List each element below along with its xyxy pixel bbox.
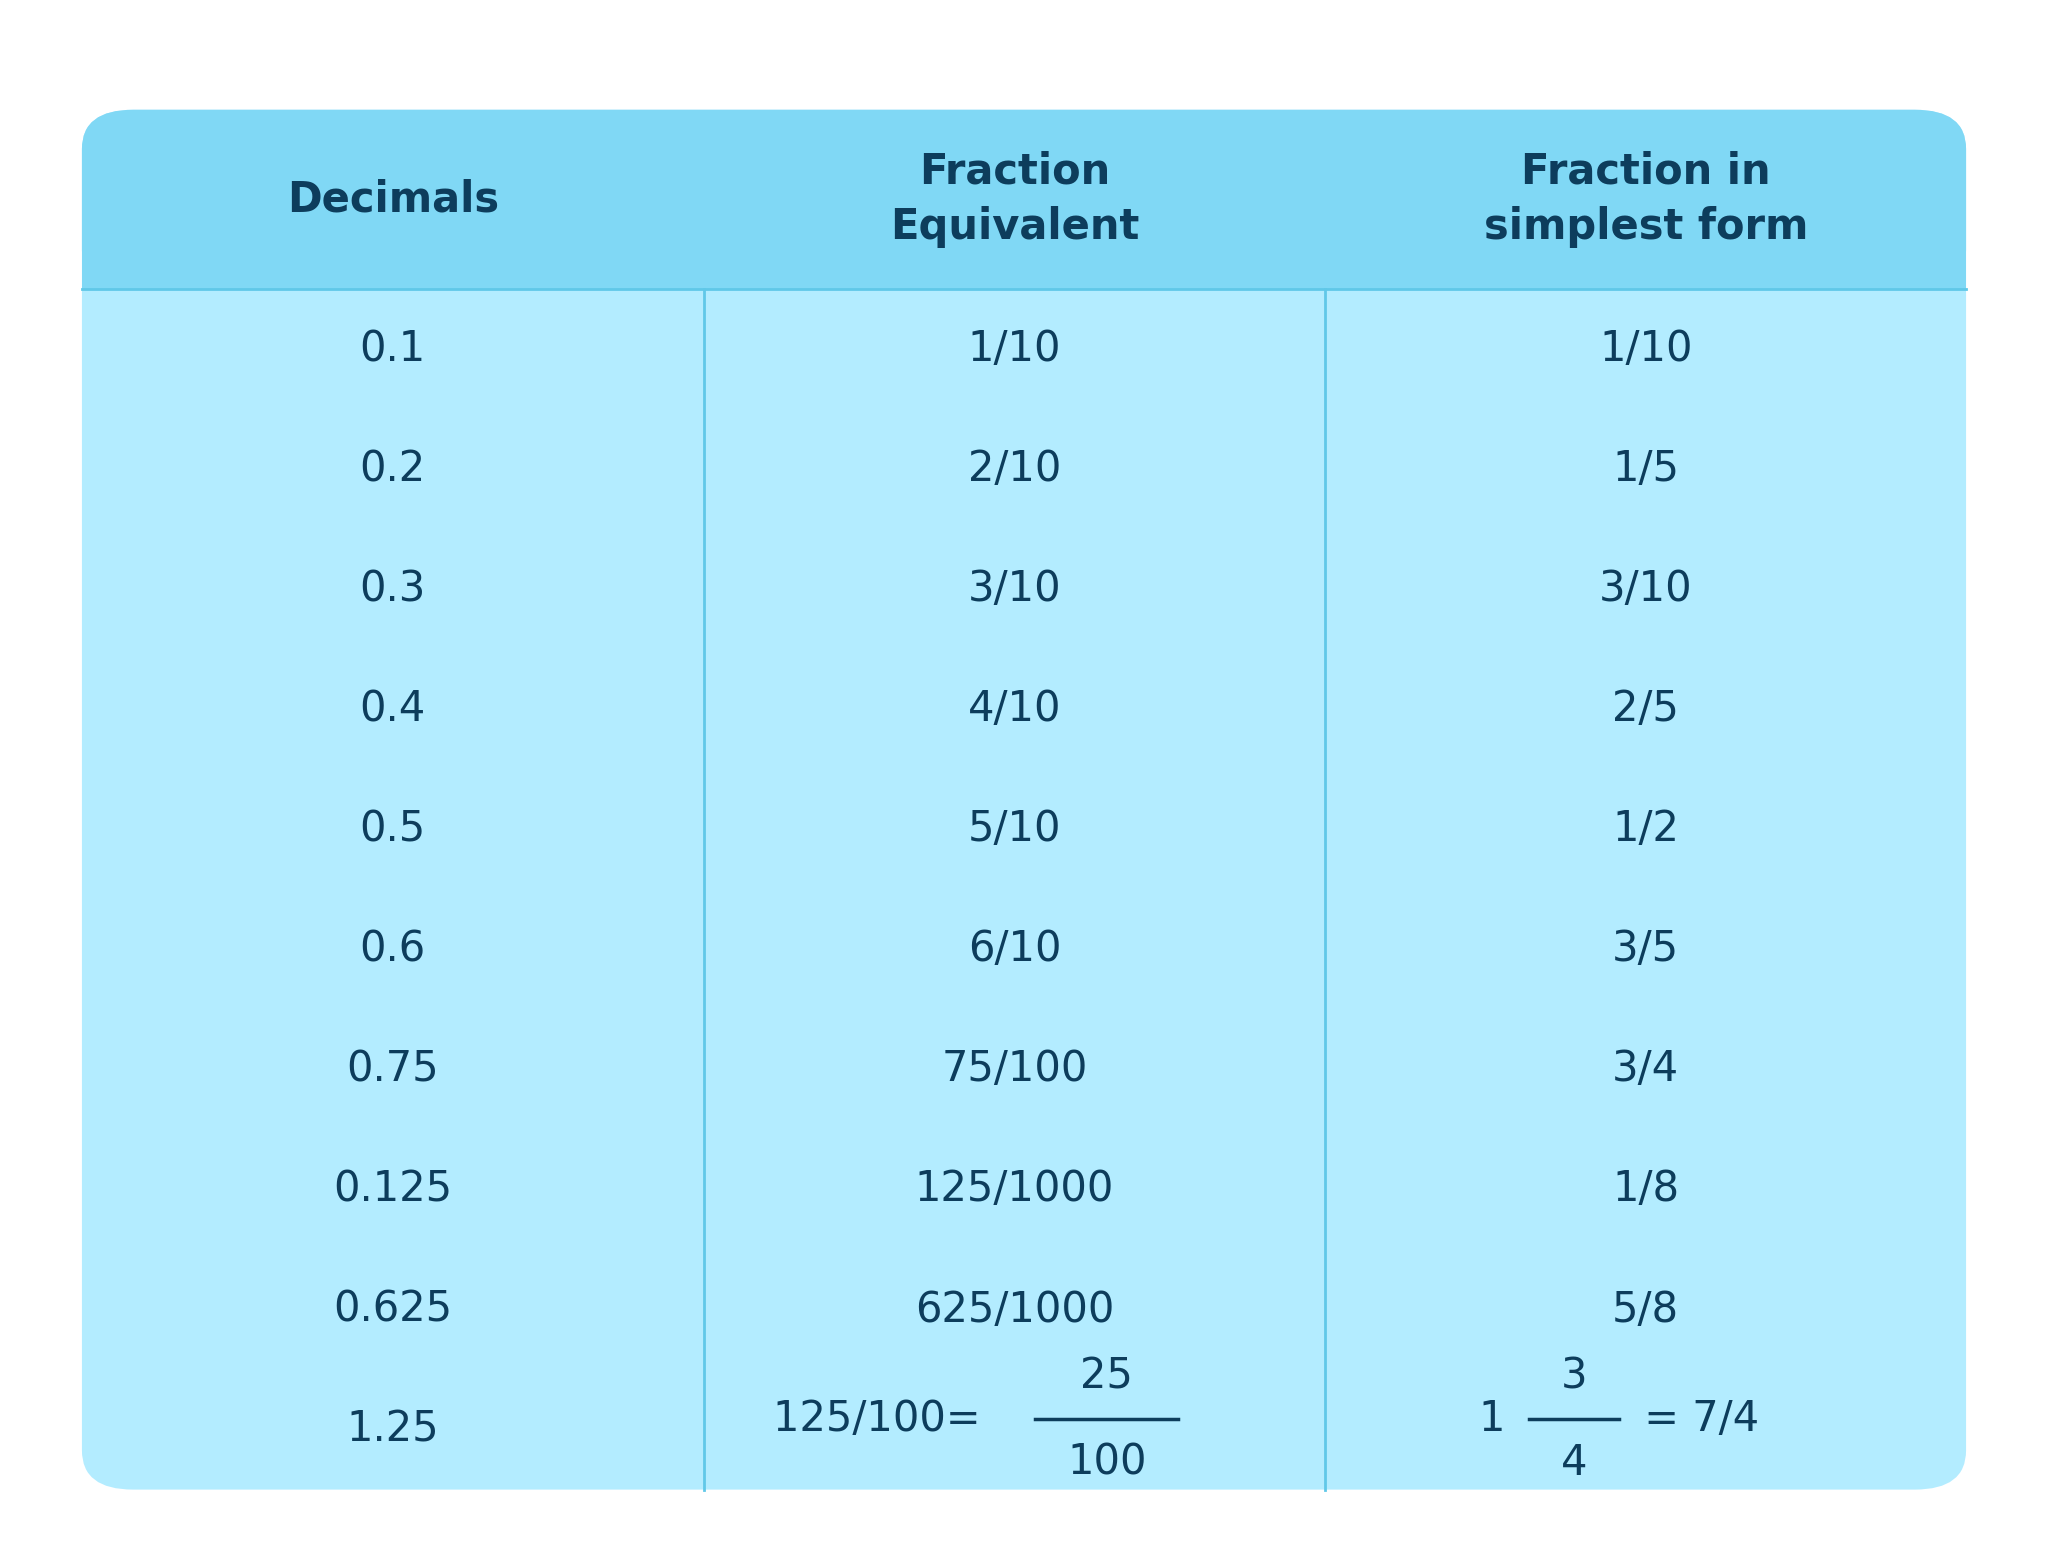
Text: 3/10: 3/10	[1599, 568, 1692, 610]
Text: 3/10: 3/10	[969, 568, 1061, 610]
Text: 75/100: 75/100	[942, 1049, 1087, 1090]
Text: 2/5: 2/5	[1612, 688, 1679, 731]
Text: 1/10: 1/10	[969, 328, 1061, 370]
Text: 3/4: 3/4	[1612, 1049, 1679, 1090]
Text: 1: 1	[1479, 1397, 1505, 1439]
Text: 0.75: 0.75	[346, 1049, 438, 1090]
Text: = 7/4: = 7/4	[1632, 1397, 1759, 1439]
Text: 125/1000: 125/1000	[915, 1168, 1114, 1210]
Text: 0.3: 0.3	[360, 568, 426, 610]
Text: 100: 100	[1067, 1441, 1147, 1483]
Text: 4: 4	[1561, 1441, 1587, 1483]
Text: Fraction
Equivalent: Fraction Equivalent	[891, 151, 1139, 248]
Text: 0.4: 0.4	[360, 688, 426, 731]
Text: 0.6: 0.6	[360, 928, 426, 971]
FancyBboxPatch shape	[82, 110, 1966, 289]
Text: 1.25: 1.25	[346, 1408, 438, 1450]
Text: 1/5: 1/5	[1612, 448, 1679, 491]
Text: 0.2: 0.2	[360, 448, 426, 491]
Text: 125/100=: 125/100=	[774, 1397, 993, 1439]
Text: 4/10: 4/10	[969, 688, 1061, 731]
Text: 0.625: 0.625	[334, 1289, 453, 1331]
Text: 0.1: 0.1	[360, 328, 426, 370]
Text: 5/10: 5/10	[969, 809, 1061, 850]
Text: Fraction in
simplest form: Fraction in simplest form	[1483, 151, 1808, 248]
Text: 1/8: 1/8	[1612, 1168, 1679, 1210]
Bar	[82, 209, 1966, 289]
Text: 2/10: 2/10	[969, 448, 1061, 491]
Text: 0.5: 0.5	[360, 809, 426, 850]
Text: 25: 25	[1079, 1355, 1133, 1397]
Text: 0.125: 0.125	[334, 1168, 453, 1210]
Text: 6/10: 6/10	[969, 928, 1061, 971]
Text: 1/10: 1/10	[1599, 328, 1692, 370]
Text: 3: 3	[1561, 1355, 1587, 1397]
Text: 625/1000: 625/1000	[915, 1289, 1114, 1331]
FancyBboxPatch shape	[82, 110, 1966, 1490]
Text: Decimals: Decimals	[287, 179, 500, 221]
Text: 3/5: 3/5	[1612, 928, 1679, 971]
Text: 5/8: 5/8	[1612, 1289, 1679, 1331]
Text: 1/2: 1/2	[1612, 809, 1679, 850]
